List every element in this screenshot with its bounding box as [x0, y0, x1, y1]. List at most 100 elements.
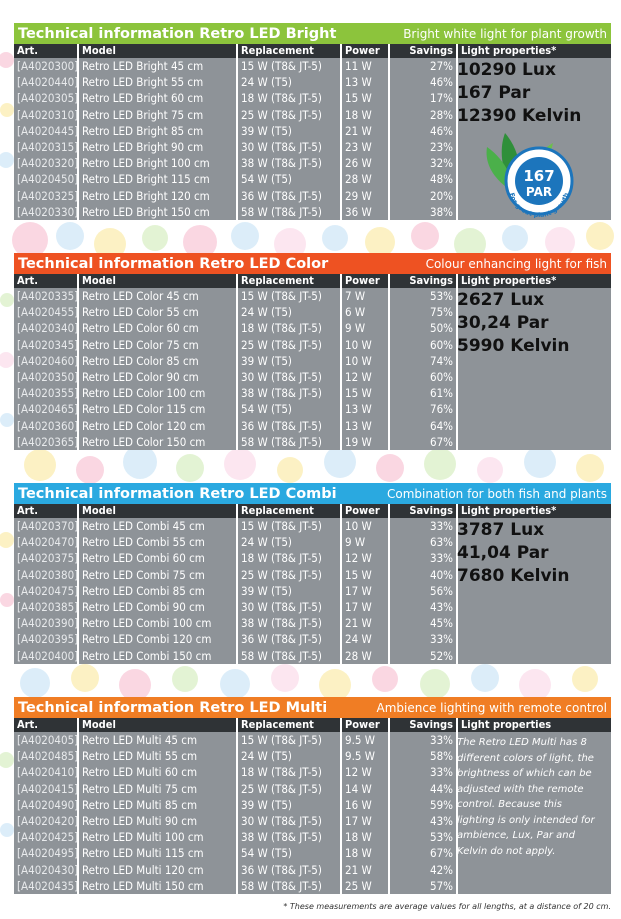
- replacement-value: 18 W (T8& JT-5): [237, 550, 342, 567]
- replacement-value: 15 W (T8& JT-5): [237, 518, 342, 535]
- multi-description: The Retro LED Multi has 8 different colo…: [457, 737, 595, 857]
- model-name: Retro LED Bright 90 cm: [78, 139, 238, 156]
- model-name: Retro LED Bright 75 cm: [78, 106, 238, 123]
- table-row: [A4020390] Retro LED Combi 100 cm 38 W (T8…: [14, 615, 611, 632]
- table-row: [A4020395] Retro LED Combi 120 cm 36 W (T8…: [14, 631, 611, 648]
- table-header-row: Art. Model Replacement Power Savings Lig…: [14, 44, 611, 58]
- col-savings: Savings: [389, 504, 458, 518]
- col-model: Model: [78, 274, 238, 288]
- power-value: 25 W: [341, 877, 390, 895]
- savings-value: 74%: [389, 352, 458, 370]
- power-value: 28 W: [341, 171, 390, 188]
- art-number: [A4020470]: [14, 534, 79, 551]
- model-name: Retro LED Combi 75 cm: [78, 566, 238, 583]
- model-name: Retro LED Multi 100 cm: [78, 829, 238, 846]
- power-value: 10 W: [341, 518, 390, 535]
- table-row: [A4020370] Retro LED Combi 45 cm 15 W (T8&…: [14, 518, 611, 664]
- table-header-row: Art. Model Replacement Power Savings Lig…: [14, 274, 611, 288]
- table-row: [A4020325] Retro LED Bright 120 cm 36 W (T…: [14, 187, 611, 204]
- savings-value: 64%: [389, 417, 458, 434]
- power-value: 13 W: [341, 401, 390, 418]
- art-number: [A4020405]: [14, 732, 79, 749]
- power-value: 23 W: [341, 139, 390, 156]
- art-number: [A4020400]: [14, 647, 79, 664]
- power-value: 21 W: [341, 122, 390, 140]
- savings-value: 53%: [389, 829, 458, 846]
- savings-value: 42%: [389, 861, 458, 878]
- savings-value: 48%: [389, 171, 458, 188]
- light-properties-panel: 10290 Lux 167 Par 12390 Kelvin 167 PAR F…: [457, 60, 611, 223]
- art-number: [A4020410]: [14, 764, 79, 781]
- replacement-value: 18 W (T8& JT-5): [237, 320, 342, 337]
- savings-value: 63%: [389, 534, 458, 551]
- model-name: Retro LED Color 85 cm: [78, 352, 238, 370]
- power-value: 28 W: [341, 647, 390, 664]
- savings-value: 43%: [389, 599, 458, 616]
- power-value: 9 W: [341, 320, 390, 337]
- replacement-value: 25 W (T8& JT-5): [237, 566, 342, 583]
- art-number: [A4020375]: [14, 550, 79, 567]
- art-number: [A4020495]: [14, 845, 79, 862]
- power-value: 9.5 W: [341, 748, 390, 765]
- power-value: 19 W: [341, 433, 390, 451]
- power-value: 7 W: [341, 288, 390, 305]
- power-value: 21 W: [341, 615, 390, 632]
- savings-value: 52%: [389, 647, 458, 664]
- table-row: [A4020470] Retro LED Combi 55 cm 24 W (T5)…: [14, 534, 611, 551]
- table-row: [A4020450] Retro LED Bright 115 cm 54 W (T…: [14, 171, 611, 188]
- power-value: 16 W: [341, 796, 390, 814]
- art-number: [A4020370]: [14, 518, 79, 535]
- power-value: 6 W: [341, 304, 390, 321]
- power-value: 18 W: [341, 106, 390, 123]
- art-number: [A4020305]: [14, 90, 79, 107]
- replacement-value: 36 W (T8& JT-5): [237, 187, 342, 204]
- light-properties-panel: 2627 Lux 30,24 Par 5990 Kelvin: [457, 290, 611, 359]
- spec-table: Art. Model Replacement Power Savings Lig…: [14, 274, 611, 451]
- power-value: 24 W: [341, 631, 390, 648]
- replacement-value: 39 W (T5): [237, 582, 342, 600]
- savings-value: 57%: [389, 877, 458, 895]
- savings-value: 60%: [389, 336, 458, 353]
- savings-value: 56%: [389, 582, 458, 600]
- art-number: [A4020425]: [14, 829, 79, 846]
- table-row: [A4020435] Retro LED Multi 150 cm 58 W (T8…: [14, 877, 611, 895]
- art-number: [A4020350]: [14, 369, 79, 386]
- lux-value: 10290 Lux: [457, 60, 556, 80]
- savings-value: 45%: [389, 615, 458, 632]
- art-number: [A4020475]: [14, 582, 79, 600]
- col-art: Art.: [14, 718, 79, 732]
- savings-value: 33%: [389, 631, 458, 648]
- replacement-value: 36 W (T8& JT-5): [237, 417, 342, 434]
- col-power: Power: [341, 718, 390, 732]
- art-number: [A4020445]: [14, 122, 79, 140]
- savings-value: 23%: [389, 139, 458, 156]
- footnote: * These measurements are average values …: [283, 902, 611, 911]
- art-number: [A4020390]: [14, 615, 79, 632]
- kelvin-value: 5990 Kelvin: [457, 336, 570, 356]
- replacement-value: 54 W (T5): [237, 401, 342, 418]
- table-row: [A4020405] Retro LED Multi 45 cm 15 W (T8&…: [14, 732, 611, 895]
- replacement-value: 38 W (T8& JT-5): [237, 615, 342, 632]
- savings-value: 44%: [389, 780, 458, 797]
- section-title: Technical information Retro LED Multi: [18, 699, 328, 716]
- savings-value: 40%: [389, 566, 458, 583]
- replacement-value: 38 W (T8& JT-5): [237, 829, 342, 846]
- section-combi: Technical information Retro LED Combi Co…: [14, 483, 611, 664]
- col-art: Art.: [14, 274, 79, 288]
- art-number: [A4020345]: [14, 336, 79, 353]
- kelvin-value: 12390 Kelvin: [457, 106, 582, 126]
- light-properties-panel: The Retro LED Multi has 8 different colo…: [457, 735, 603, 859]
- savings-value: 58%: [389, 748, 458, 765]
- section-subtitle: Bright white light for plant growth: [403, 26, 607, 41]
- model-name: Retro LED Color 115 cm: [78, 401, 238, 418]
- par-value: 41,04 Par: [457, 543, 549, 563]
- light-properties-cell: [457, 732, 611, 895]
- model-name: Retro LED Multi 120 cm: [78, 861, 238, 878]
- table-row: [A4020380] Retro LED Combi 75 cm 25 W (T8&…: [14, 566, 611, 583]
- savings-value: 33%: [389, 732, 458, 749]
- art-number: [A4020325]: [14, 187, 79, 204]
- table-row: [A4020475] Retro LED Combi 85 cm 39 W (T5)…: [14, 582, 611, 600]
- art-number: [A4020340]: [14, 320, 79, 337]
- model-name: Retro LED Color 55 cm: [78, 304, 238, 321]
- section-color: Technical information Retro LED Color Co…: [14, 253, 611, 451]
